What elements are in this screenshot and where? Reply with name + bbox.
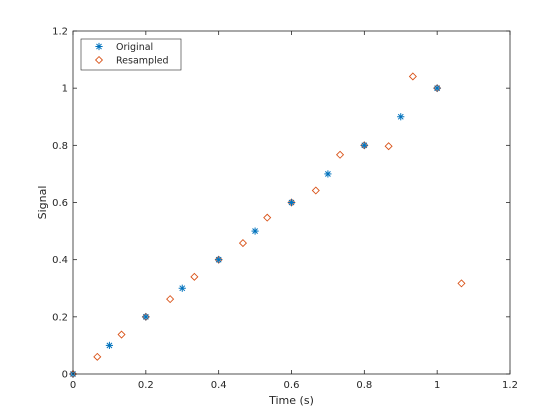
data-point-original (178, 284, 186, 292)
data-point-resampled (190, 272, 199, 281)
x-tick-label: 0.8 (356, 380, 372, 391)
data-point-original (287, 198, 296, 207)
plot-frame (72, 30, 511, 375)
x-tick-label: 1.2 (502, 380, 518, 391)
y-tick-label: 1.2 (52, 27, 68, 38)
x-tick-label: 0.4 (211, 380, 227, 391)
data-point-resampled (457, 279, 466, 288)
y-tick-label: 1 (62, 84, 68, 95)
x-tick-label: 0.6 (284, 380, 300, 391)
data-point-resampled (311, 186, 320, 195)
legend: Original Resampled (80, 38, 182, 71)
data-point-resampled (166, 295, 175, 304)
data-point-original (251, 227, 259, 235)
data-point-resampled (408, 72, 417, 81)
legend-asterisk-marker (95, 42, 103, 51)
data-point-resampled (238, 239, 247, 248)
data-point-original (142, 313, 150, 321)
data-point-resampled (336, 150, 345, 159)
axis-tick-labels: 0 0.2 0.4 0.6 0.8 1 1.2 0 0.2 0.4 0.6 0.8 1 1.2 (52, 27, 518, 392)
x-tick-label: 0.2 (138, 380, 154, 391)
y-tick-label: 0.4 (52, 255, 68, 266)
y-tick-label: 0 (62, 370, 68, 381)
data-marks (68, 72, 466, 379)
data-point-original (433, 84, 441, 92)
data-point-resampled (93, 352, 102, 361)
y-tick-label: 0.8 (52, 141, 68, 152)
y-axis-label: Signal (36, 186, 49, 220)
data-point-resampled (384, 142, 393, 151)
data-point-original (105, 341, 114, 350)
data-point-original (215, 256, 223, 264)
x-tick-label: 0 (70, 380, 76, 391)
x-axis-label: Time (s) (268, 394, 314, 407)
legend-diamond-marker (94, 55, 104, 65)
legend-box (80, 38, 182, 71)
legend-label-original: Original (116, 42, 153, 53)
data-point-original (360, 141, 368, 149)
legend-marker-resampled (94, 55, 104, 65)
legend-marker-original (95, 42, 103, 51)
x-tick-label: 1 (434, 380, 440, 391)
data-point-resampled (117, 330, 126, 339)
data-point-original (397, 113, 405, 121)
y-tick-label: 0.6 (52, 198, 68, 209)
data-point-original (324, 170, 332, 178)
legend-label-resampled: Resampled (116, 56, 169, 67)
y-tick-label: 0.2 (52, 312, 68, 323)
data-point-resampled (263, 213, 272, 222)
